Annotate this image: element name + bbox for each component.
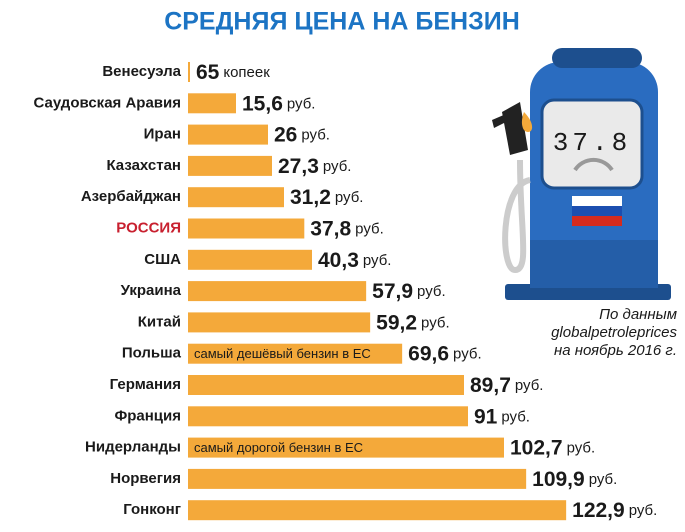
value-number: 65 bbox=[196, 61, 220, 84]
value-label: 57,9 руб. bbox=[372, 280, 445, 303]
bar bbox=[188, 218, 305, 239]
bar bbox=[188, 249, 312, 270]
bar bbox=[188, 187, 284, 208]
value-number: 59,2 bbox=[376, 311, 417, 334]
bar bbox=[188, 155, 272, 176]
value-unit: руб. bbox=[629, 502, 658, 519]
value-unit: руб. bbox=[567, 440, 596, 457]
value-number: 57,9 bbox=[372, 280, 413, 303]
value-unit: руб. bbox=[301, 127, 330, 144]
value-number: 89,7 bbox=[470, 374, 511, 397]
value-unit: руб. bbox=[515, 377, 544, 394]
bar bbox=[188, 93, 236, 114]
category-label: Венесуэла bbox=[102, 63, 181, 80]
value-number: 27,3 bbox=[278, 154, 319, 177]
bar bbox=[188, 500, 567, 521]
value-number: 109,9 bbox=[532, 467, 585, 490]
pump-display: 37.8 bbox=[553, 128, 631, 158]
value-label: 91 руб. bbox=[474, 405, 530, 428]
value-unit: руб. bbox=[335, 189, 364, 206]
source-line: на ноябрь 2016 г. bbox=[554, 342, 677, 359]
category-label: Азербайджан bbox=[81, 188, 181, 205]
value-number: 91 bbox=[474, 405, 498, 428]
value-unit: руб. bbox=[323, 158, 352, 175]
value-label: 15,6 руб. bbox=[242, 92, 315, 115]
category-label: Норвегия bbox=[110, 470, 181, 487]
value-number: 40,3 bbox=[318, 248, 359, 271]
category-label: РОССИЯ bbox=[116, 219, 181, 236]
value-number: 37,8 bbox=[310, 217, 351, 240]
value-label: 31,2 руб. bbox=[290, 186, 363, 209]
value-number: 122,9 bbox=[572, 499, 625, 522]
value-label: 59,2 руб. bbox=[376, 311, 449, 334]
bar bbox=[188, 62, 190, 82]
value-unit: руб. bbox=[417, 283, 446, 300]
value-label: 65 копеек bbox=[196, 61, 270, 84]
bar bbox=[188, 312, 371, 333]
value-label: 26 руб. bbox=[274, 123, 330, 146]
chart-title: СРЕДНЯЯ ЦЕНА НА БЕНЗИН bbox=[164, 8, 520, 36]
category-label: Китай bbox=[138, 313, 181, 330]
value-unit: руб. bbox=[501, 408, 530, 425]
bar-annotation: самый дорогой бензин в ЕС bbox=[194, 440, 363, 455]
value-number: 102,7 bbox=[510, 436, 563, 459]
category-label: Нидерланды bbox=[85, 439, 181, 456]
category-label: Иран bbox=[144, 126, 181, 143]
category-label: Германия bbox=[110, 376, 181, 393]
bar bbox=[188, 281, 367, 302]
value-number: 31,2 bbox=[290, 186, 331, 209]
category-label: Саудовская Аравия bbox=[33, 94, 181, 111]
category-label: Польша bbox=[122, 345, 182, 362]
value-number: 69,6 bbox=[408, 342, 449, 365]
bar bbox=[188, 343, 403, 364]
value-label: 109,9 руб. bbox=[532, 467, 617, 490]
fuel-pump bbox=[492, 48, 671, 300]
value-unit: руб. bbox=[421, 314, 450, 331]
value-label: 69,6 руб. bbox=[408, 342, 481, 365]
value-number: 26 bbox=[274, 123, 297, 146]
value-unit: руб. bbox=[363, 252, 392, 269]
value-label: 40,3 руб. bbox=[318, 248, 391, 271]
value-label: 37,8 руб. bbox=[310, 217, 383, 240]
category-label: Франция bbox=[114, 407, 181, 424]
value-unit: руб. bbox=[589, 471, 618, 488]
value-label: 102,7 руб. bbox=[510, 436, 595, 459]
bar bbox=[188, 406, 468, 427]
source-line: По данным bbox=[599, 306, 677, 323]
bar bbox=[188, 437, 504, 458]
value-label: 27,3 руб. bbox=[278, 154, 351, 177]
value-unit: копеек bbox=[223, 64, 270, 81]
value-label: 89,7 руб. bbox=[470, 374, 543, 397]
category-label: Казахстан bbox=[106, 157, 181, 174]
category-label: США bbox=[144, 251, 181, 268]
value-unit: руб. bbox=[355, 220, 384, 237]
value-unit: руб. bbox=[287, 95, 316, 112]
source-line: globalpetroleprices bbox=[551, 324, 677, 341]
value-unit: руб. bbox=[453, 346, 482, 363]
category-label: Украина bbox=[121, 282, 182, 299]
bar bbox=[188, 124, 268, 145]
category-label: Гонконг bbox=[123, 501, 181, 518]
bar-annotation: самый дешёвый бензин в ЕС bbox=[194, 346, 371, 361]
value-number: 15,6 bbox=[242, 92, 283, 115]
bar bbox=[188, 468, 527, 489]
bar bbox=[188, 375, 464, 395]
value-label: 122,9 руб. bbox=[572, 499, 657, 522]
